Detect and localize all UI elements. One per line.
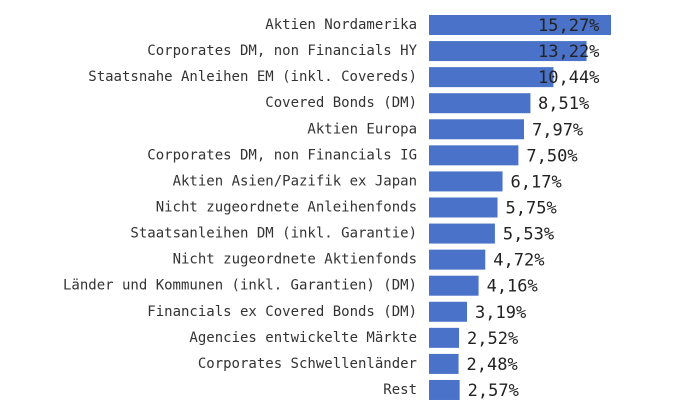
- bar: [429, 379, 460, 400]
- bar: [429, 353, 459, 374]
- bar: [429, 327, 460, 348]
- bar: [429, 15, 611, 35]
- value-label: 2,57%: [468, 381, 519, 401]
- category-label: Corporates Schwellenländer: [198, 356, 417, 372]
- category-label: Agencies entwickelte Märkte: [189, 330, 417, 346]
- value-label: 6,17%: [511, 172, 562, 192]
- category-label: Länder und Kommunen (inkl. Garantien) (D…: [63, 278, 417, 294]
- bar: [429, 67, 554, 88]
- bar: [429, 275, 479, 296]
- value-label: 4,72%: [493, 251, 544, 271]
- category-label: Aktien Asien/Pazifik ex Japan: [173, 173, 417, 189]
- category-label: Aktien Europa: [307, 121, 417, 137]
- bar: [429, 119, 524, 140]
- bar: [429, 197, 498, 218]
- bar: [429, 301, 468, 322]
- value-label: 7,97%: [532, 120, 583, 140]
- category-label: Nicht zugeordnete Aktienfonds: [173, 252, 417, 268]
- value-label: 2,52%: [467, 329, 518, 349]
- bar: [429, 93, 531, 114]
- category-label: Financials ex Covered Bonds (DM): [147, 304, 417, 320]
- value-label: 7,50%: [526, 146, 577, 166]
- bar: [429, 249, 486, 270]
- value-label: 15,27%: [538, 16, 599, 36]
- value-label: 8,51%: [538, 94, 589, 114]
- value-label: 4,16%: [487, 277, 538, 297]
- category-label: Aktien Nordamerika: [265, 17, 417, 33]
- category-label: Covered Bonds (DM): [265, 95, 417, 111]
- bar: [429, 171, 503, 192]
- category-label: Rest: [383, 382, 417, 398]
- value-label: 13,22%: [538, 42, 599, 62]
- value-label: 5,53%: [503, 225, 554, 245]
- bar: [429, 223, 495, 244]
- value-label: 2,48%: [467, 355, 518, 375]
- category-label: Nicht zugeordnete Anleihenfonds: [156, 199, 417, 215]
- value-label: 5,75%: [506, 198, 557, 218]
- category-label: Corporates DM, non Financials IG: [147, 147, 417, 163]
- category-label: Staatsnahe Anleihen EM (inkl. Covereds): [88, 69, 417, 85]
- value-label: 10,44%: [538, 68, 599, 88]
- category-label: Corporates DM, non Financials HY: [147, 43, 417, 59]
- bar: [429, 41, 587, 62]
- category-label: Staatsanleihen DM (inkl. Garantie): [130, 226, 417, 242]
- bar: [429, 145, 519, 166]
- value-label: 3,19%: [475, 303, 526, 323]
